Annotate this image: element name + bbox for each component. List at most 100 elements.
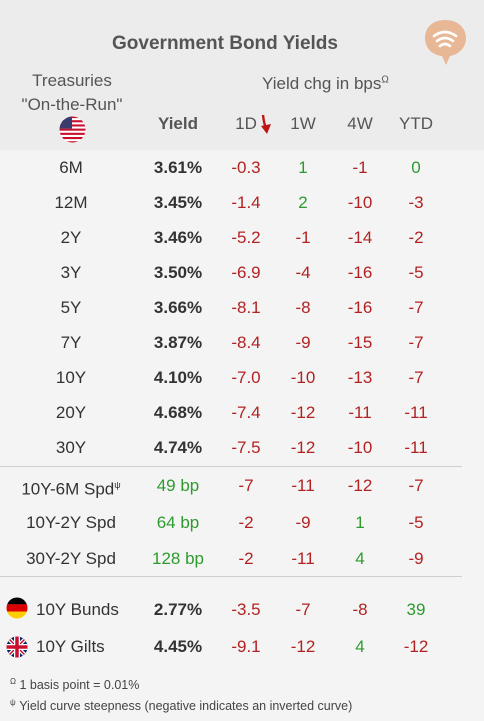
col-1d[interactable]: 1D [235, 114, 257, 133]
yield-value: 3.61% [153, 158, 203, 177]
change-4w: -1 [352, 158, 368, 177]
change-ytd: -7 [408, 476, 424, 495]
change-4w: -10 [347, 438, 373, 457]
change-4w: 4 [355, 549, 365, 568]
uk-flag-icon [6, 636, 28, 658]
yield-value: 64 bp [156, 512, 200, 532]
yield-value: 3.45% [153, 193, 203, 212]
wifi-logo-icon [425, 20, 466, 65]
change-1d: -8.4 [231, 333, 261, 352]
table-row[interactable]: 30Y 4.74% -7.5 -12 -10 -11 [0, 430, 484, 465]
change-ytd: -11 [404, 403, 428, 422]
yield-value: 3.87% [153, 333, 203, 352]
col-1w[interactable]: 1W [290, 114, 316, 133]
change-1w: -10 [290, 368, 316, 387]
table-row[interactable]: 10Y Bunds 2.77% -3.5 -7 -8 39 [0, 592, 484, 627]
down-arrow-icon [261, 114, 271, 134]
change-1w: -12 [290, 636, 316, 656]
treasuries-heading: Treasuries [32, 71, 112, 90]
col-4w[interactable]: 4W [347, 114, 373, 133]
table-row[interactable]: 10Y 4.10% -7.0 -10 -13 -7 [0, 360, 484, 395]
change-4w: -11 [348, 403, 372, 422]
row-label: 10Y [55, 368, 87, 387]
yield-change-header: Yield chg in bpsΩ [262, 74, 389, 93]
change-ytd: -7 [408, 298, 424, 317]
yield-column-header: Yield [158, 114, 198, 133]
change-1w: -11 [291, 549, 315, 568]
table-row[interactable]: 2Y 3.46% -5.2 -1 -14 -2 [0, 220, 484, 255]
change-4w: -14 [347, 228, 373, 247]
divider [0, 576, 462, 577]
change-1w: -9 [295, 512, 311, 532]
change-1w: -9 [295, 333, 311, 352]
change-1d: -7 [238, 476, 254, 495]
row-label: 10Y Bunds [36, 600, 119, 619]
yield-value: 3.66% [153, 298, 203, 317]
row-label: 2Y [60, 228, 82, 247]
yield-value: 49 bp [156, 476, 200, 495]
change-ytd: 0 [411, 158, 421, 177]
footnote-steepness: ψ Yield curve steepness (negative indica… [10, 698, 353, 714]
row-label: 3Y [60, 263, 82, 282]
on-the-run-heading: "On-the-Run" [21, 95, 123, 114]
yield-value: 2.77% [153, 600, 203, 619]
change-4w: -16 [347, 298, 373, 317]
change-1w: 2 [298, 193, 308, 212]
change-4w: 1 [355, 512, 365, 532]
row-label: 6M [59, 158, 83, 177]
table-row[interactable]: 7Y 3.87% -8.4 -9 -15 -7 [0, 325, 484, 360]
table-body [0, 150, 484, 721]
yield-value: 4.45% [153, 636, 203, 656]
table-row[interactable]: 3Y 3.50% -6.9 -4 -16 -5 [0, 255, 484, 290]
yield-value: 4.10% [153, 368, 203, 387]
change-1w: -11 [291, 476, 315, 495]
change-1d: -0.3 [231, 158, 261, 177]
change-4w: -12 [347, 476, 373, 495]
us-flag-icon [59, 116, 86, 143]
change-4w: -10 [347, 193, 373, 212]
change-4w: -8 [352, 600, 368, 619]
table-row[interactable]: 6M 3.61% -0.3 1 -1 0 [0, 150, 484, 185]
change-4w: -15 [347, 333, 373, 352]
footnote-basis-point: Ω 1 basis point = 0.01% [10, 677, 140, 693]
table-row[interactable]: 20Y 4.68% -7.4 -12 -11 -11 [0, 395, 484, 430]
table-row[interactable]: 5Y 3.66% -8.1 -8 -16 -7 [0, 290, 484, 325]
row-label: 10Y-2Y Spd [26, 512, 116, 532]
change-1d: -1.4 [231, 193, 261, 212]
change-1d: -8.1 [231, 298, 261, 317]
change-1w: -12 [290, 438, 316, 457]
change-ytd: -7 [408, 333, 424, 352]
change-4w: -13 [347, 368, 373, 387]
germany-flag-icon [6, 597, 28, 619]
row-label: 30Y [55, 438, 87, 457]
table-row[interactable]: 30Y-2Y Spd 128 bp -2 -11 4 -9 [0, 541, 484, 576]
yield-value: 4.74% [153, 438, 203, 457]
change-1d: -7.4 [231, 403, 261, 422]
change-4w: -16 [347, 263, 373, 282]
table-row[interactable]: 10Y Gilts 4.45% -9.1 -12 4 -12 [0, 629, 484, 664]
change-ytd: -12 [403, 636, 429, 656]
page-title: Government Bond Yields [112, 33, 338, 54]
change-1d: -9.1 [231, 636, 261, 656]
table-row[interactable]: 12M 3.45% -1.4 2 -10 -3 [0, 185, 484, 220]
table-row[interactable]: 10Y-6M Spdψ 49 bp -7 -11 -12 -7 [0, 468, 484, 503]
change-1d: -2 [238, 512, 254, 532]
yield-value: 3.50% [153, 263, 203, 282]
change-ytd: 39 [406, 600, 426, 619]
row-label: 7Y [60, 333, 82, 352]
change-1d: -5.2 [231, 228, 261, 247]
yield-value: 128 bp [152, 549, 204, 568]
change-ytd: -5 [408, 512, 424, 532]
divider [0, 466, 462, 467]
col-ytd[interactable]: YTD [399, 114, 433, 133]
yield-value: 3.46% [153, 228, 203, 247]
row-label: 30Y-2Y Spd [26, 549, 116, 568]
table-row[interactable]: 10Y-2Y Spd 64 bp -2 -9 1 -5 [0, 505, 484, 540]
change-1w: -1 [295, 228, 311, 247]
change-1d: -7.5 [231, 438, 261, 457]
row-label: 10Y Gilts [36, 636, 105, 656]
change-1w: -8 [295, 298, 311, 317]
change-ytd: -5 [408, 263, 424, 282]
row-label: 12M [54, 193, 88, 212]
change-4w: 4 [355, 636, 365, 656]
